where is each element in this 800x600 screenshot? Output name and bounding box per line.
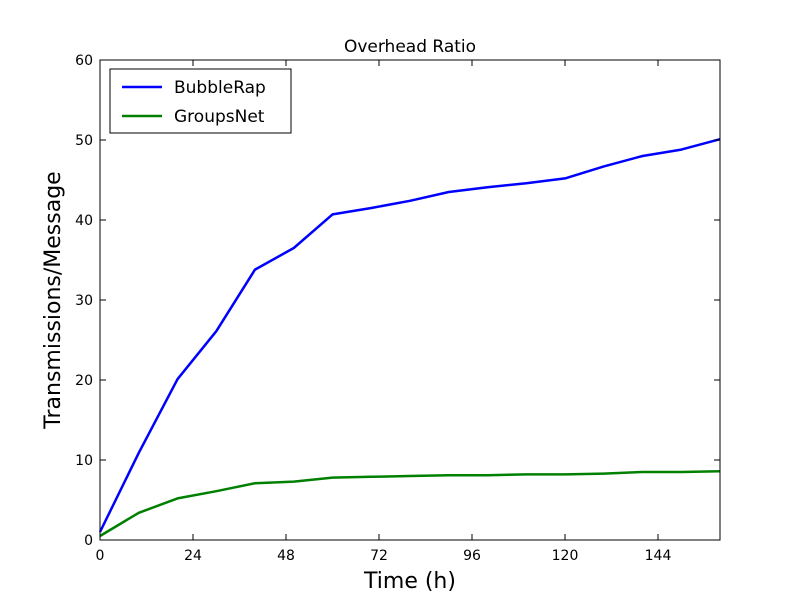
y-tick-label: 30 <box>75 293 93 309</box>
y-axis-label: Transmissions/Message <box>41 171 66 429</box>
legend-label-bubblerap: BubbleRap <box>174 78 266 98</box>
x-tick-label: 24 <box>184 548 202 564</box>
x-tick-label: 72 <box>370 548 388 564</box>
y-tick-label: 40 <box>75 213 93 229</box>
legend-box <box>109 68 292 134</box>
x-tick-label: 120 <box>552 548 579 564</box>
y-tick-label: 60 <box>75 53 93 69</box>
x-tick-label: 0 <box>96 548 105 564</box>
chart-title: Overhead Ratio <box>344 37 476 57</box>
x-axis-label: Time (h) <box>363 569 456 594</box>
plot-lines <box>98 137 721 538</box>
legend: BubbleRap GroupsNet <box>109 68 292 134</box>
series-line-groupsnet <box>99 469 721 538</box>
y-tick-label: 50 <box>75 133 93 149</box>
x-tick-label: 144 <box>645 548 672 564</box>
y-axis: 0 10 20 30 40 50 60 <box>75 53 720 549</box>
series-line-bubblerap <box>98 137 721 533</box>
y-tick-label: 10 <box>75 453 93 469</box>
y-tick-label: 0 <box>84 533 93 549</box>
y-tick-label: 20 <box>75 373 93 389</box>
legend-label-groupsnet: GroupsNet <box>174 107 265 127</box>
x-tick-label: 48 <box>277 548 295 564</box>
x-tick-label: 96 <box>463 548 481 564</box>
x-axis: 0 24 48 72 96 120 144 <box>96 60 672 564</box>
